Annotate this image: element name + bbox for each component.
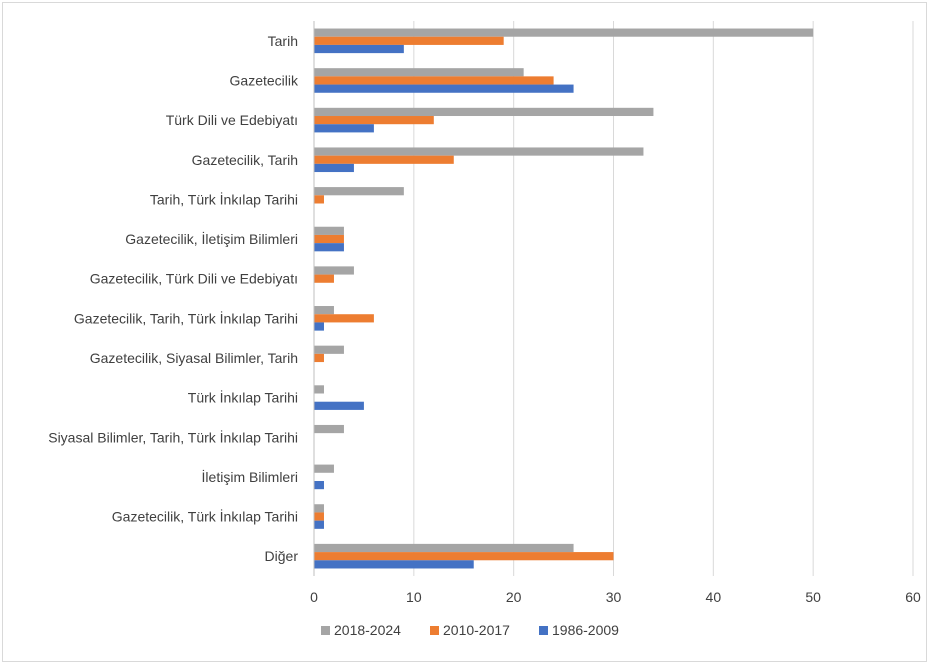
bar [314,314,374,323]
bar [314,124,374,133]
bar [314,68,524,77]
bar [314,116,434,125]
x-tick-label: 50 [805,589,821,605]
bar [314,543,574,553]
bar [314,401,364,410]
bar [314,322,324,331]
legend-label: 2010-2017 [443,622,510,638]
bar [314,424,344,434]
bar [314,147,644,156]
bar-chart: Tarih Gazetecilik Türk Dili ve Edebiyatı Ga… [48,21,921,638]
bar [314,226,344,235]
bar [314,464,334,473]
bar [314,480,324,490]
legend-swatch [430,626,439,635]
category-label: Tarih, Türk İnkılap Tarihi [150,190,298,207]
category-label: Gazetecilik, Türk İnkılap Tarihi [112,508,298,525]
x-tick-label: 0 [310,589,318,605]
category-label: Türk Dili ve Edebiyatı [166,112,298,128]
bar [314,552,614,561]
legend-label: 2018-2024 [334,622,401,638]
gridlines [413,21,914,576]
bar [314,520,324,529]
legend-label: 1986-2009 [552,622,619,638]
category-label: Tarih [268,33,298,49]
bar [314,107,654,117]
bar [314,266,354,275]
category-label: İletişim Bilimleri [202,468,298,485]
legend: 2018-2024 2010-2017 1986-2009 [321,622,619,638]
bar [314,84,574,93]
bars [314,28,814,569]
x-tick-label: 30 [606,589,622,605]
bar [314,76,554,85]
legend-swatch [539,626,548,635]
x-tick-label: 10 [406,589,422,605]
category-label: Gazetecilik, Siyasal Bilimler, Tarih [90,350,298,366]
tick-labels: 0 10 20 30 40 50 60 [310,589,921,605]
bar [314,353,324,363]
category-labels: Tarih Gazetecilik Türk Dili ve Edebiyatı Ga… [48,33,299,564]
bar [314,163,354,173]
bar [314,306,334,315]
bar [314,187,404,196]
bar [314,274,334,283]
bar [314,385,324,394]
category-label: Siyasal Bilimler, Tarih, Türk İnkılap Ta… [48,428,298,445]
bar [314,512,324,521]
bar [314,243,344,252]
bar [314,345,344,354]
category-label: Diğer [265,548,299,564]
category-label: Gazetecilik, İletişim Bilimleri [125,230,298,247]
category-label: Gazetecilik [230,72,299,88]
bar [314,36,504,45]
bar [314,560,474,569]
legend-swatch [321,626,330,635]
bar [314,28,814,37]
bar [314,155,454,164]
bar [314,44,404,54]
bar [314,234,344,244]
x-tick-label: 60 [905,589,921,605]
category-label: Gazetecilik, Tarih [192,152,298,168]
category-label: Gazetecilik, Tarih, Türk İnkılap Tarihi [74,309,298,326]
bar [314,504,324,513]
bar [314,195,324,204]
x-tick-label: 20 [506,589,522,605]
x-tick-label: 40 [706,589,722,605]
category-label: Gazetecilik, Türk Dili ve Edebiyatı [90,271,298,287]
category-label: Türk İnkılap Tarihi [188,389,298,406]
